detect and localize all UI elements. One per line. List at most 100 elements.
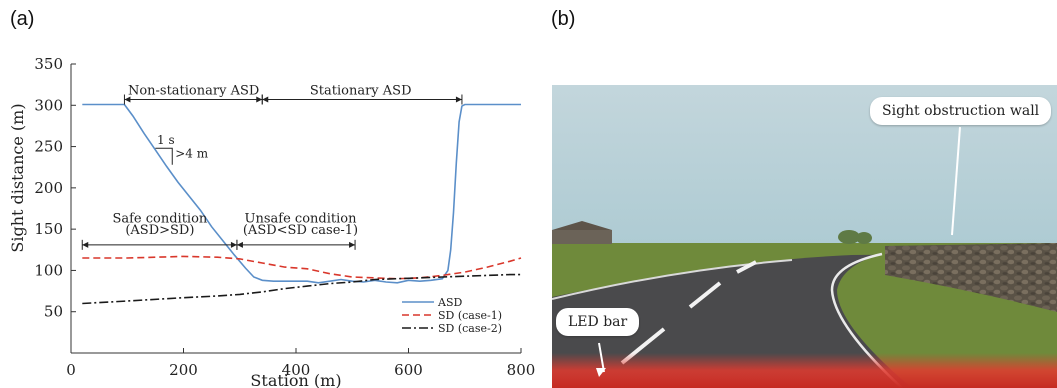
data-point [442,276,443,277]
x-tick-label: 800 [507,361,536,379]
data-point [253,276,254,277]
data-point [408,280,409,281]
stationary-arrow-head [455,96,462,103]
data-point [144,133,145,134]
data-point [189,196,190,197]
data-point [352,281,353,282]
data-point [340,279,341,280]
data-point [509,274,510,275]
data-point [464,104,465,105]
data-point [520,104,521,105]
data-point [470,104,471,105]
y-tick-label: 100 [34,261,63,279]
data-point [239,294,240,295]
data-point [419,281,420,282]
data-point [374,277,375,278]
panel-a-label: (a) [10,8,35,30]
data-point [222,240,223,241]
legend-label: SD (case-1) [438,309,502,322]
data-point [329,273,330,274]
driving-simulator-scene: Sight obstruction wall LED bar [552,85,1057,388]
slope-run-label: 1 s [157,133,175,147]
data-point [183,297,184,298]
safe-label-2: (ASD>SD) [125,223,194,238]
y-tick-label: 200 [34,179,63,197]
data-point [397,282,398,283]
data-point [374,279,375,280]
sight-obstruction-wall [885,243,1057,312]
data-point [385,281,386,282]
data-point [82,257,83,258]
data-point [245,267,246,268]
data-point [295,281,296,282]
led-pointer [598,342,605,373]
distant-building [552,230,612,244]
x-tick-label: 200 [169,361,198,379]
unsafe-label-1: Unsafe condition [245,212,358,227]
data-point [520,274,521,275]
y-tick-label: 300 [34,96,63,114]
data-point [509,104,510,105]
non-stationary-label: Non-stationary ASD [128,84,259,99]
data-point [211,226,212,227]
data-point [509,261,510,262]
data-point [273,281,274,282]
data-point [459,121,460,122]
data-point [456,162,457,163]
data-point [262,291,263,292]
data-point [318,282,319,283]
wall-callout: Sight obstruction wall [870,97,1052,125]
data-point [284,281,285,282]
legend-label: ASD [437,296,462,309]
data-point [82,303,83,304]
chart-annotations: Non-stationary ASD Stationary ASD 1 s>4 m S… [81,84,463,250]
data-point [217,257,218,258]
data-point [329,281,330,282]
data-point [442,278,443,279]
data-point [99,104,100,105]
chart-axes: 0 200 400 600 800 50 100 150 200 250 300 350 [34,55,535,379]
y-axis-label: Sight distance (m) [8,103,27,252]
data-point [442,275,443,276]
data-point [132,115,133,116]
stationary-arrow-head [262,96,269,103]
y-tick-label: 250 [34,138,63,156]
data-point [464,276,465,277]
slope-rise-label: >4 m [175,146,209,160]
y-tick-label: 350 [34,55,63,73]
data-point [284,267,285,268]
data-point [82,104,83,105]
data-point [166,166,167,167]
led-bar [552,353,1057,388]
data-point [262,262,263,263]
series-line-2 [82,273,521,305]
stationary-label: Stationary ASD [310,84,412,99]
series-line-0 [82,103,521,284]
data-point [447,270,448,271]
data-point [234,254,235,255]
wall-pointer [951,126,961,236]
data-point [127,257,128,258]
data-point [329,283,330,284]
road-scene-image [552,85,1057,388]
data-point [487,275,488,276]
data-point [487,267,488,268]
data-point [430,280,431,281]
data-point [464,271,465,272]
safe-label-1: Safe condition [112,212,207,227]
legend-label: SD (case-2) [438,322,502,335]
data-point [183,256,184,257]
data-point [352,276,353,277]
data-point [453,212,454,213]
data-point [307,281,308,282]
y-tick-label: 150 [34,220,63,238]
data-point [217,295,218,296]
data-point [262,280,263,281]
unsafe-arrow-head [236,241,243,248]
x-tick-label: 600 [394,361,423,379]
data-point [155,149,156,150]
unsafe-label-2: (ASD<SD case-1) [243,223,358,238]
